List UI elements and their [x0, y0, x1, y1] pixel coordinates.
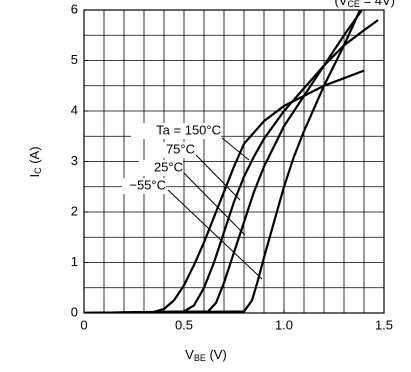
- y-tick-label: 1: [71, 254, 78, 269]
- curve: [84, 10, 362, 313]
- series-label: Ta = 150°C: [156, 122, 221, 137]
- leader-line: [167, 189, 263, 280]
- label-bg: [122, 178, 166, 194]
- curve: [84, 19, 379, 313]
- label-bg: [151, 142, 195, 158]
- x-tick-label: 0: [80, 317, 87, 332]
- y-label-prefix: I: [27, 174, 42, 178]
- y-axis-label: IC (A): [27, 146, 43, 177]
- leader-line: [183, 172, 246, 236]
- y-tick-label: 0: [71, 304, 78, 319]
- label-bg: [139, 160, 183, 176]
- x-tick-label: 1.0: [275, 317, 293, 332]
- condition-sub: CE: [347, 0, 360, 9]
- x-label-sub: BE: [194, 353, 206, 363]
- x-tick-label: 1.5: [375, 317, 393, 332]
- y-tick-label: 6: [71, 1, 78, 16]
- series-label: −55°C: [129, 177, 166, 192]
- y-tick-label: 4: [71, 102, 78, 117]
- plot-frame: [83, 9, 385, 314]
- curve: [84, 69, 365, 313]
- y-tick-label: 3: [71, 153, 78, 168]
- series-label: 25°C: [154, 159, 183, 174]
- curve: [84, 10, 363, 313]
- y-tick-label: 2: [71, 203, 78, 218]
- condition-prefix: (V: [334, 0, 347, 8]
- y-label-sub: C: [33, 167, 43, 174]
- x-tick-label: 0.5: [175, 317, 193, 332]
- x-axis-label: VBE (V): [185, 347, 227, 363]
- y-tick-label: 5: [71, 52, 78, 67]
- label-bg: [131, 123, 221, 139]
- x-label-suffix: (V): [206, 347, 227, 362]
- leader-line: [195, 154, 241, 201]
- series-label: 75°C: [166, 141, 195, 156]
- x-label-prefix: V: [185, 347, 194, 362]
- condition-suffix: = 4V): [360, 0, 395, 8]
- condition: (VCE = 4V): [334, 0, 395, 9]
- y-label-suffix: (A): [27, 146, 42, 167]
- leader-line: [221, 137, 250, 161]
